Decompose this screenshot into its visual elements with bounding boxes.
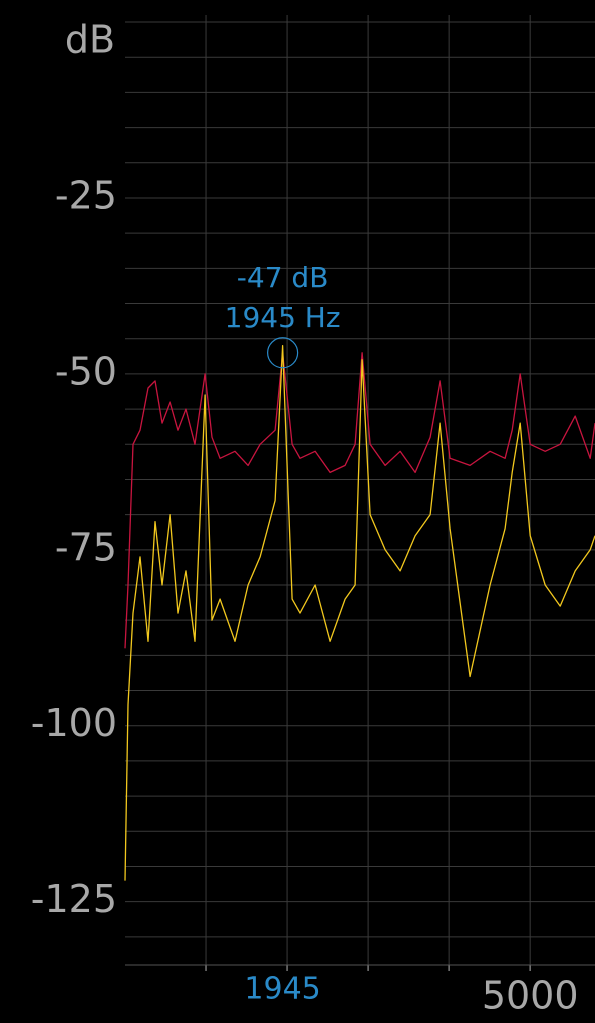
y-tick-label: -25 bbox=[55, 173, 117, 217]
peak-marker bbox=[267, 337, 299, 369]
y-tick-label: -100 bbox=[31, 701, 117, 745]
y-unit-label: dB bbox=[65, 18, 115, 62]
peak-x-label: 1945 bbox=[244, 972, 320, 1007]
y-tick-label: -125 bbox=[31, 877, 117, 921]
spectrum-line bbox=[124, 352, 595, 649]
spectrum-line bbox=[124, 345, 595, 881]
x-tick-label: 5000 bbox=[482, 974, 579, 1018]
y-tick-label: -75 bbox=[55, 525, 117, 569]
peak-hz-label: 1945 Hz bbox=[225, 301, 341, 334]
y-tick-label: -50 bbox=[55, 349, 117, 393]
peak-db-label: -47 dB bbox=[237, 261, 329, 294]
